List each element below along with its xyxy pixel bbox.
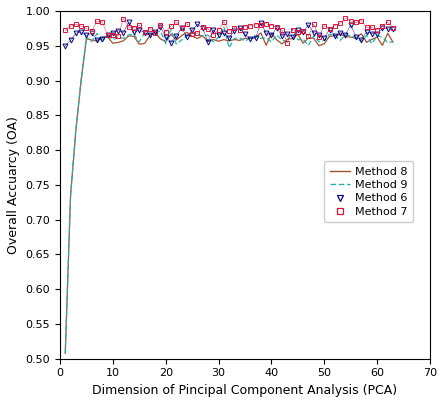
Legend: Method 8, Method 9, Method 6, Method 7: Method 8, Method 9, Method 6, Method 7 <box>324 161 413 222</box>
Y-axis label: Overall Accuarcy (OA): Overall Accuarcy (OA) <box>7 116 20 254</box>
X-axis label: Dimension of Pincipal Component Analysis (PCA): Dimension of Pincipal Component Analysis… <box>92 384 397 397</box>
